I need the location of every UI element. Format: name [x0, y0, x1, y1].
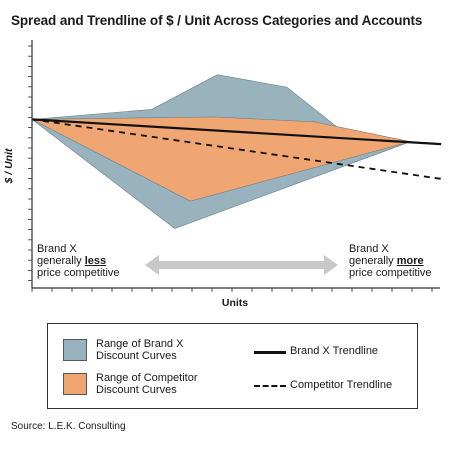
- range-area-1: [31, 116, 411, 202]
- legend-brand-range-line1: Range of Brand X: [96, 338, 184, 350]
- annotation-left-emphasis: less: [84, 255, 107, 267]
- legend-label-competitor-trend: Competitor Trendline: [290, 379, 393, 391]
- legend-swatch-brand-range: [63, 339, 87, 361]
- annotation-more-competitive: Brand X generally more price competitive: [349, 243, 449, 279]
- trendline-2: [31, 118, 442, 146]
- annotation-left-line2a: generally: [37, 255, 85, 267]
- legend: Range of Brand X Discount Curves Range o…: [47, 323, 418, 409]
- annotation-left-line2: generally less: [37, 255, 147, 267]
- annotation-left-line3: price competitive: [37, 267, 120, 279]
- legend-label-brand-trend: Brand X Trendline: [290, 345, 379, 357]
- legend-swatch-competitor-range: [63, 373, 87, 395]
- annotation-right-line3: price competitive: [349, 267, 432, 279]
- annotation-right-line1: Brand X: [349, 243, 389, 255]
- source-note: Source: L.E.K. Consulting: [11, 421, 126, 432]
- double-arrow-shape: [145, 255, 338, 275]
- axes: [28, 40, 440, 292]
- annotation-left-line1: Brand X: [37, 243, 77, 255]
- trendline-3: [31, 118, 442, 180]
- trendlines: [31, 118, 442, 180]
- legend-line-brand-trend: [254, 351, 286, 354]
- legend-line-competitor-trend: [254, 385, 286, 387]
- double-arrow: [145, 255, 338, 275]
- annotation-right-line2: generally more: [349, 255, 449, 267]
- chart-title: Spread and Trendline of $ / Unit Across …: [11, 13, 423, 28]
- legend-brand-range-line2: Discount Curves: [96, 350, 177, 362]
- annotation-right-line2a: generally: [349, 255, 397, 267]
- annotation-right-emphasis: more: [396, 255, 424, 267]
- legend-comp-range-line2: Discount Curves: [96, 384, 177, 396]
- annotation-less-competitive: Brand X generally less price competitive: [37, 243, 147, 279]
- range-areas: [31, 74, 412, 229]
- legend-comp-range-line1: Range of Competitor: [96, 372, 198, 384]
- x-axis-label: Units: [221, 297, 249, 309]
- legend-label-brand-range: Range of Brand X Discount Curves: [96, 338, 183, 362]
- legend-label-competitor-range: Range of Competitor Discount Curves: [96, 372, 198, 396]
- y-axis-label: $ / Unit: [3, 148, 15, 184]
